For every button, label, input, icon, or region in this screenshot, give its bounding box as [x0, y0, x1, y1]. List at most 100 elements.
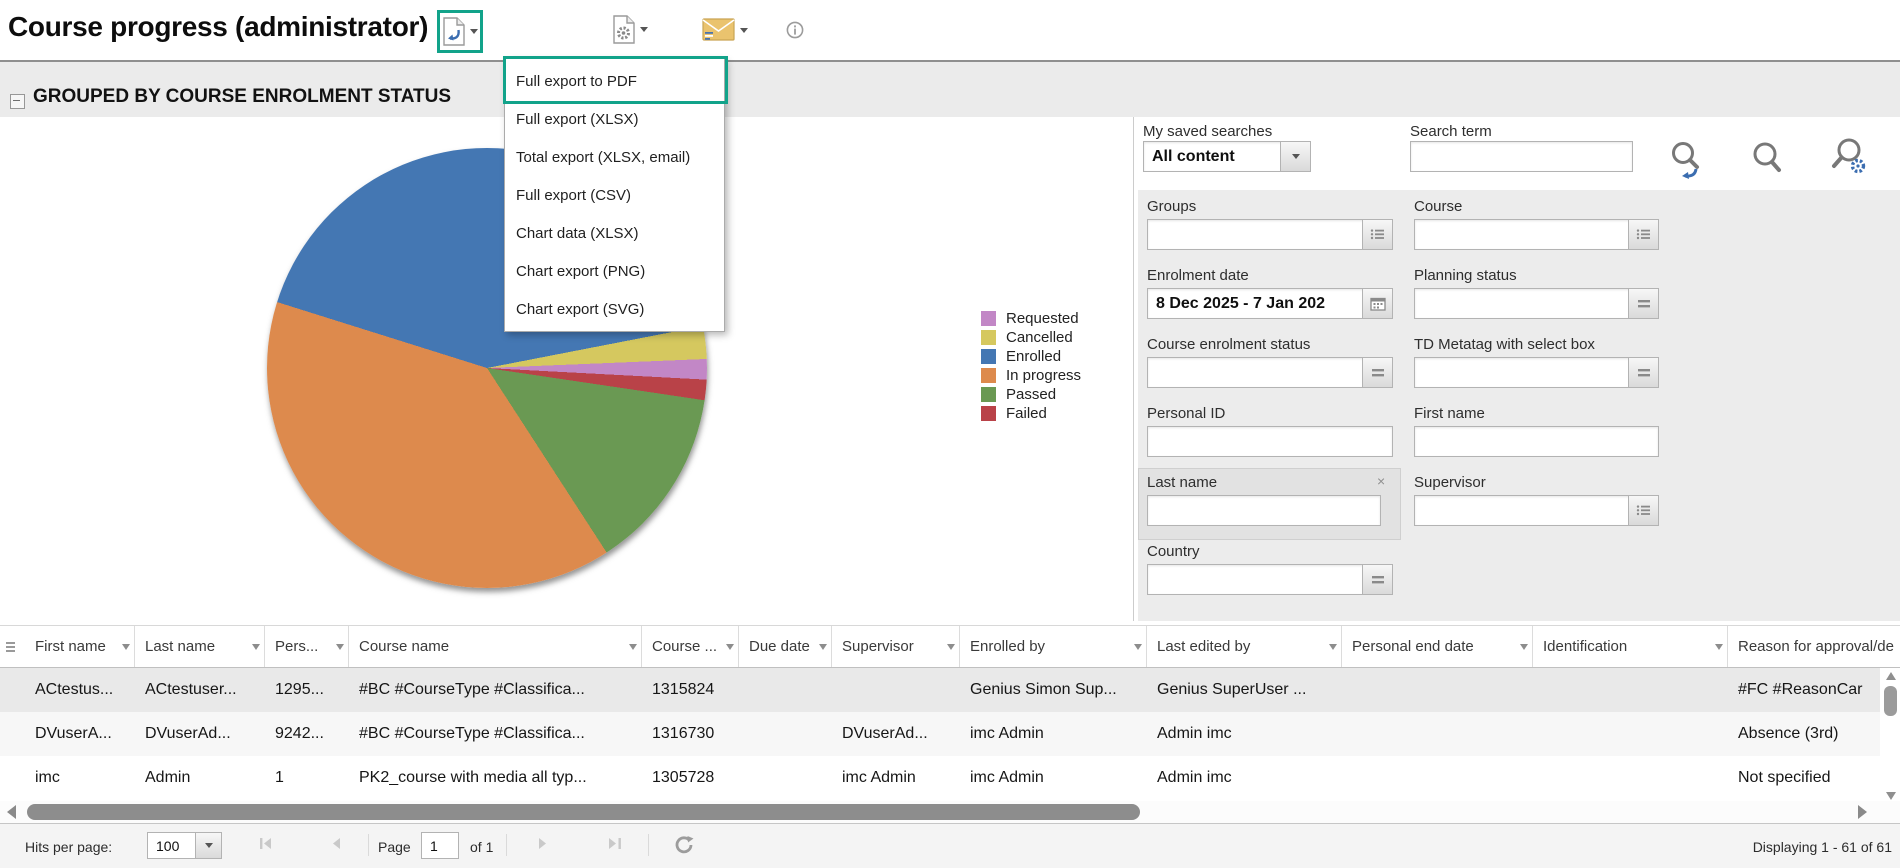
column-header[interactable]: Supervisor	[832, 626, 960, 667]
legend-swatch	[981, 387, 996, 402]
groups-list-icon[interactable]	[1362, 220, 1392, 249]
remove-filter-icon[interactable]: ×	[1377, 473, 1386, 489]
column-filter-icon[interactable]	[726, 644, 734, 650]
table-row[interactable]: imc Admin 1 PK2_course with media all typ..…	[0, 756, 1880, 800]
export-menu-item[interactable]: Full export to PDF	[516, 72, 637, 90]
column-filter-icon[interactable]	[252, 644, 260, 650]
saved-searches-dropdown-button[interactable]	[1280, 142, 1310, 171]
column-header[interactable]: Personal end date	[1342, 626, 1533, 667]
supervisor-label: Supervisor	[1414, 474, 1486, 491]
settings-document-icon	[612, 15, 636, 44]
filter-fields-card: Groups Course Enrolment date 8 Dec 2025 - 7…	[1138, 190, 1900, 621]
search-icon[interactable]	[1748, 139, 1788, 185]
column-filter-icon[interactable]	[1329, 644, 1337, 650]
personal_id-input[interactable]	[1147, 426, 1393, 457]
divider	[648, 834, 649, 856]
legend-swatch	[981, 330, 996, 345]
export-menu-item[interactable]: Full export (CSV)	[516, 186, 632, 204]
saved-searches-select[interactable]: All content	[1143, 141, 1311, 172]
collapse-section-icon[interactable]	[10, 94, 25, 109]
vertical-scrollbar[interactable]	[1883, 670, 1899, 802]
column-header[interactable]: Last name	[135, 626, 265, 667]
column-filter-icon[interactable]	[122, 644, 130, 650]
td_metatag-input[interactable]	[1414, 357, 1659, 388]
last_name-input[interactable]	[1147, 495, 1381, 526]
report-settings-button[interactable]	[612, 15, 648, 44]
column-filter-icon[interactable]	[1520, 644, 1528, 650]
page-count-label: of 1	[470, 839, 494, 855]
last-page-button[interactable]	[607, 836, 623, 851]
column-header[interactable]: Reason for approval/de	[1728, 626, 1900, 667]
supervisor-input[interactable]	[1414, 495, 1659, 526]
table-cell: Admin imc	[1157, 769, 1232, 786]
column-header[interactable]: Course name	[349, 626, 642, 667]
row-handle-icon[interactable]	[0, 626, 25, 667]
horizontal-scrollbar[interactable]	[0, 801, 1900, 823]
first-page-button[interactable]	[258, 836, 274, 851]
column-filter-icon[interactable]	[1715, 644, 1723, 650]
export-menu-item[interactable]: Chart data (XLSX)	[516, 224, 639, 242]
first_name-input[interactable]	[1414, 426, 1659, 457]
country-menu-icon[interactable]	[1362, 565, 1392, 594]
saved-search-reset-icon[interactable]	[1666, 139, 1708, 185]
scroll-down-icon[interactable]	[1886, 792, 1896, 800]
td_metatag-menu-icon[interactable]	[1628, 358, 1658, 387]
personal_id-label: Personal ID	[1147, 405, 1226, 422]
course_enrolment_status-menu-icon[interactable]	[1362, 358, 1392, 387]
export-button[interactable]	[437, 10, 483, 53]
search-term-input[interactable]	[1410, 141, 1633, 172]
vertical-scroll-thumb[interactable]	[1884, 686, 1897, 716]
column-header-label: Course ...	[652, 638, 718, 655]
table-cell: ACtestuser...	[145, 681, 237, 698]
info-button[interactable]	[786, 21, 804, 39]
scroll-right-icon[interactable]	[1858, 805, 1867, 819]
scroll-left-icon[interactable]	[7, 805, 16, 819]
country-input[interactable]	[1147, 564, 1393, 595]
table-row[interactable]: DVuserA... DVuserAd... 9242... #BC #CourseT…	[0, 712, 1880, 756]
column-header[interactable]: Enrolled by	[960, 626, 1147, 667]
column-header[interactable]: Course ...	[642, 626, 739, 667]
supervisor-list-icon[interactable]	[1628, 496, 1658, 525]
last_name-value	[1148, 496, 1380, 525]
column-header[interactable]: Identification	[1533, 626, 1728, 667]
table-cell: 1315824	[652, 681, 715, 698]
hits-per-page-select[interactable]: 100	[147, 832, 222, 859]
column-header[interactable]: Pers...	[265, 626, 349, 667]
enrolment_date-calendar-icon[interactable]	[1362, 289, 1392, 318]
previous-page-button[interactable]	[330, 836, 342, 851]
enrolment_date-input[interactable]: 8 Dec 2025 - 7 Jan 202	[1147, 288, 1393, 319]
column-header[interactable]: First name	[25, 626, 135, 667]
table-cell: imc Admin	[970, 725, 1044, 742]
export-menu-item[interactable]: Total export (XLSX, email)	[516, 148, 691, 166]
column-filter-icon[interactable]	[947, 644, 955, 650]
planning_status-menu-icon[interactable]	[1628, 289, 1658, 318]
next-page-button[interactable]	[537, 836, 549, 851]
first_name-label: First name	[1414, 405, 1485, 422]
export-menu-item[interactable]: Chart export (PNG)	[516, 262, 646, 280]
course_enrolment_status-input[interactable]	[1147, 357, 1393, 388]
search-filter-panel: My saved searches All content Search ter…	[1134, 117, 1900, 621]
table-row[interactable]: ACtestus... ACtestuser... 1295... #BC #Cour…	[0, 668, 1880, 712]
column-filter-icon[interactable]	[629, 644, 637, 650]
column-filter-icon[interactable]	[1134, 644, 1142, 650]
column-header[interactable]: Due date	[739, 626, 832, 667]
column-filter-icon[interactable]	[819, 644, 827, 650]
export-menu-item[interactable]: Chart export (SVG)	[516, 300, 645, 318]
email-button[interactable]	[702, 17, 748, 43]
column-filter-icon[interactable]	[336, 644, 344, 650]
groups-input[interactable]	[1147, 219, 1393, 250]
refresh-icon[interactable]	[674, 835, 694, 855]
scroll-up-icon[interactable]	[1886, 672, 1896, 680]
search-settings-icon[interactable]	[1828, 135, 1872, 185]
chevron-down-icon	[640, 27, 648, 32]
course-list-icon[interactable]	[1628, 220, 1658, 249]
course-input[interactable]	[1414, 219, 1659, 250]
hits-per-page-dropdown-button[interactable]	[195, 833, 221, 858]
column-header[interactable]: Last edited by	[1147, 626, 1342, 667]
export-menu-item[interactable]: Full export (XLSX)	[516, 110, 639, 128]
page-number-input[interactable]: 1	[421, 832, 459, 859]
horizontal-scroll-thumb[interactable]	[27, 804, 1140, 820]
planning_status-input[interactable]	[1414, 288, 1659, 319]
grouped-by-band: GROUPED BY COURSE ENROLMENT STATUS	[0, 60, 1900, 117]
legend-label: Cancelled	[1006, 329, 1073, 346]
